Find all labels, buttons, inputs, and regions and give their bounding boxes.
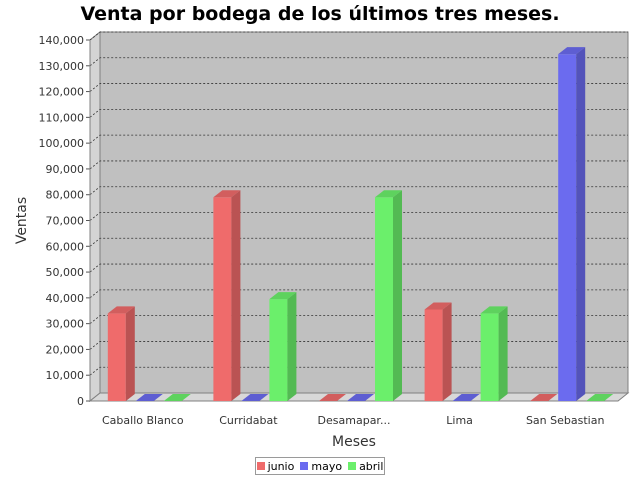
bar-junio	[213, 197, 232, 401]
plot-side-wall	[89, 30, 101, 403]
legend-item-junio: junio	[256, 459, 295, 473]
y-tick-label: 120,000	[39, 86, 85, 99]
bar-side-abril	[287, 292, 297, 401]
y-tick-label: 10,000	[46, 369, 85, 382]
bar-top-abril	[163, 394, 191, 401]
legend-swatch-abril	[348, 462, 357, 470]
gridline	[89, 366, 628, 376]
y-tick-label: 140,000	[39, 34, 85, 47]
y-tick-label: 100,000	[39, 137, 85, 150]
y-tick-label: 20,000	[46, 343, 85, 356]
gridline	[89, 237, 628, 247]
y-tick-label: 0	[77, 395, 84, 408]
plot-back-wall	[89, 31, 629, 403]
bar-top-mayo	[347, 394, 374, 401]
x-tick-label: Lima	[446, 414, 473, 427]
y-tick-label: 90,000	[46, 163, 85, 176]
y-tick-label: 30,000	[46, 318, 85, 331]
bar-top-mayo	[452, 394, 480, 401]
bar-abril	[375, 197, 393, 401]
legend-item-mayo: mayo	[300, 460, 342, 473]
bar-junio	[424, 309, 443, 401]
legend-swatch-junio	[256, 462, 265, 470]
gridline	[89, 160, 628, 170]
bar-top-junio	[530, 394, 558, 401]
x-tick-label: San Sebastian	[526, 414, 605, 427]
gridline	[89, 289, 628, 299]
legend: junio mayo abril	[255, 457, 385, 475]
gridline	[89, 31, 628, 41]
x-tick-label: Desamapar...	[318, 414, 391, 427]
bar-top-abril	[480, 306, 508, 314]
gridline	[89, 341, 628, 350]
bar-top-abril	[586, 394, 614, 401]
bar-top-mayo	[558, 47, 586, 55]
bar-mayo	[558, 54, 577, 402]
gridline	[89, 212, 628, 221]
x-tick-label: Curridabat	[219, 414, 278, 427]
legend-label-abril: abril	[359, 459, 384, 473]
y-tick-label: 80,000	[46, 189, 85, 202]
chart-title: Venta por bodega de los últimos tres mes…	[80, 3, 560, 25]
bar-top-junio	[213, 190, 241, 198]
bar-top-junio	[107, 306, 135, 314]
legend-swatch-mayo	[300, 462, 309, 470]
y-tick-label: 50,000	[46, 266, 85, 279]
bar-side-abril	[498, 306, 508, 401]
gridline	[89, 134, 628, 144]
y-tick-label: 130,000	[39, 60, 85, 73]
legend-label-mayo: mayo	[311, 459, 343, 473]
y-tick-label: 60,000	[46, 240, 85, 253]
x-tick-label: Caballo Blanco	[102, 414, 184, 427]
gridline	[89, 186, 628, 196]
gridline	[89, 83, 628, 92]
bar-side-mayo	[576, 47, 586, 402]
bar-top-junio	[424, 302, 452, 310]
gridline	[89, 263, 628, 273]
legend-item-abril: abril	[348, 460, 383, 473]
gridline	[89, 57, 628, 67]
bar-abril	[480, 313, 499, 401]
bar-side-junio	[125, 306, 135, 401]
bar-top-junio	[319, 394, 346, 401]
x-axis-title: Meses	[332, 434, 376, 450]
y-tick-label: 110,000	[39, 111, 85, 124]
y-tick-label: 40,000	[46, 292, 85, 305]
gridline	[89, 315, 628, 324]
bar-side-abril	[393, 190, 402, 401]
y-axis-title: Ventas	[14, 197, 30, 244]
bar-junio	[107, 313, 126, 401]
bar-top-mayo	[241, 394, 269, 401]
y-tick-label: 70,000	[46, 215, 85, 228]
bar-top-abril	[375, 190, 402, 198]
bar-abril	[269, 299, 288, 401]
gridline	[89, 108, 628, 118]
bar-top-mayo	[135, 394, 163, 401]
bar-top-abril	[269, 292, 297, 300]
bar-side-junio	[442, 302, 452, 401]
bar-side-junio	[231, 190, 241, 401]
legend-label-junio: junio	[267, 459, 295, 473]
